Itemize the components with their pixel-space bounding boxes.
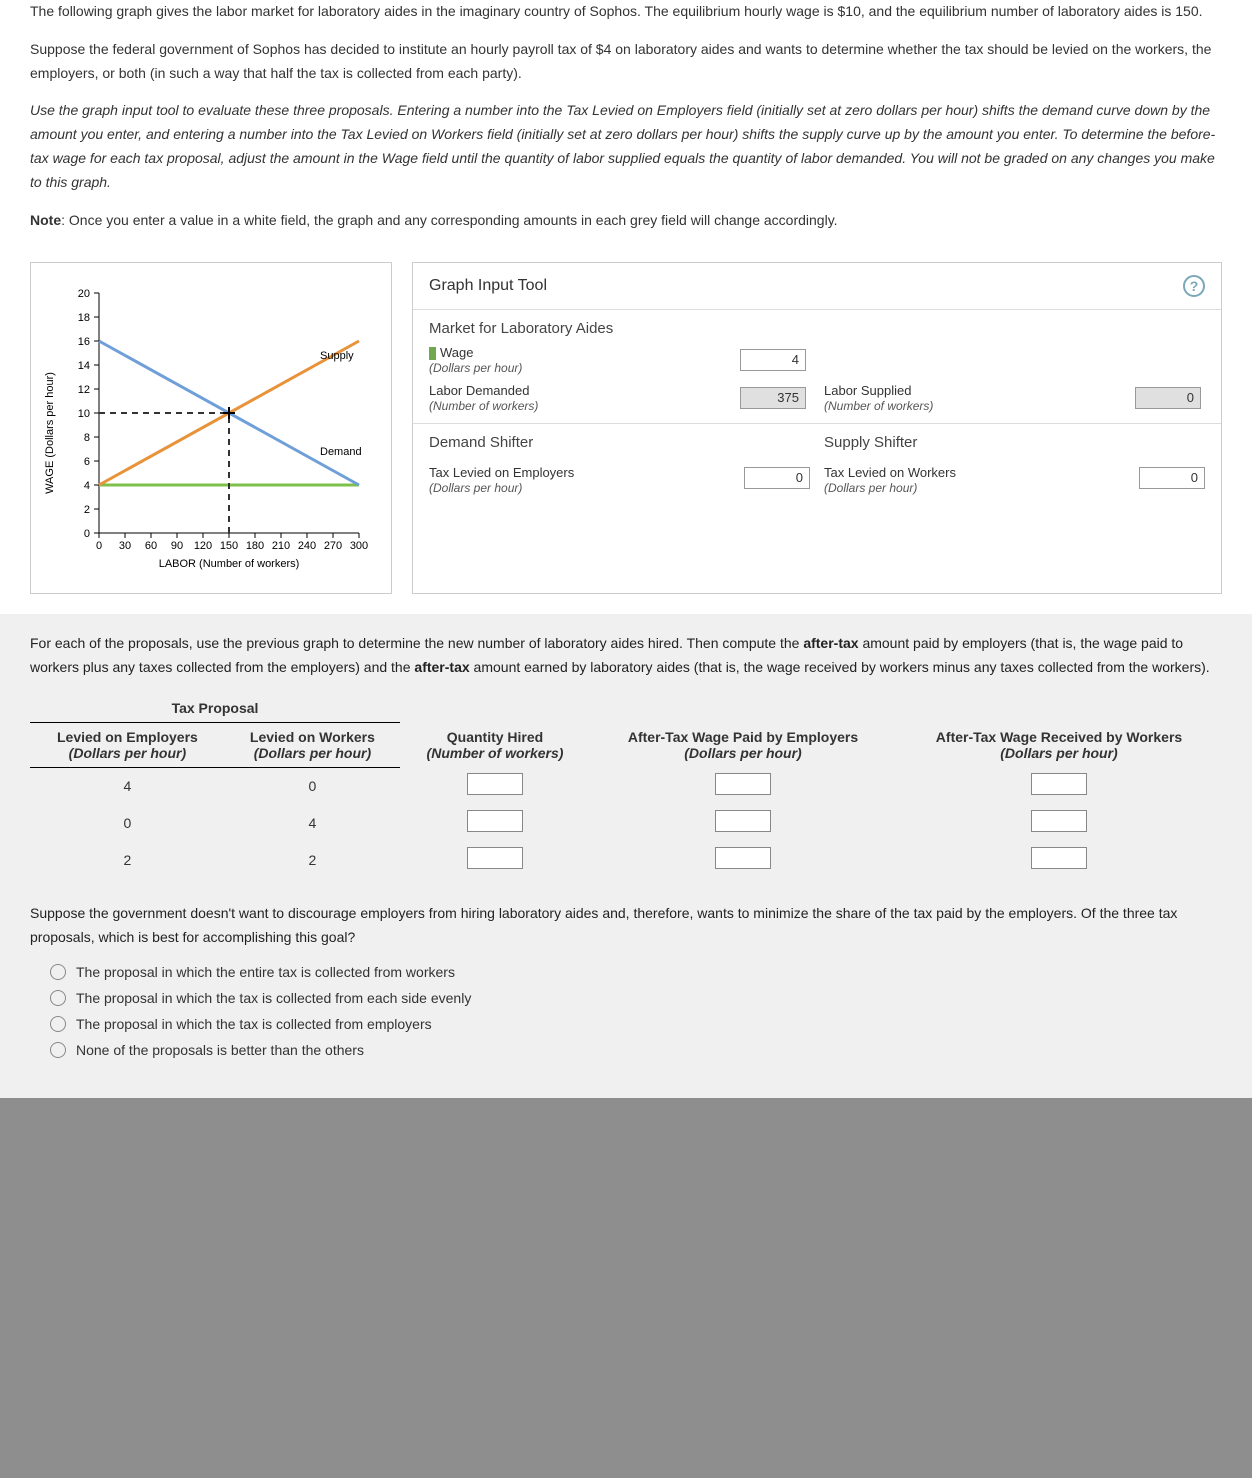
supply-label: Supply [320,350,354,362]
chart-container: WAGE (Dollars per hour) 0306090120150180… [30,262,392,594]
cell-levied-emp: 0 [30,804,225,841]
cell-levied-emp: 4 [30,767,225,804]
x-axis-label: LABOR (Number of workers) [159,558,300,570]
wrk-wage-input[interactable] [1031,810,1087,832]
cell-levied-wrk: 0 [225,767,400,804]
radio-option[interactable]: None of the proposals is better than the… [50,1042,1222,1058]
demand-label: Demand [320,446,362,458]
svg-text:180: 180 [246,540,264,552]
emp-wage-input[interactable] [715,773,771,795]
hdr-wrk: After-Tax Wage Received by Workers (Doll… [896,694,1222,768]
answer-table: Tax Proposal Quantity Hired (Number of w… [30,694,1222,879]
svg-text:4: 4 [84,480,90,492]
table-row: 04 [30,804,1222,841]
svg-text:240: 240 [298,540,316,552]
radio-label: The proposal in which the entire tax is … [76,964,455,980]
intro-note: Note: Once you enter a value in a white … [30,209,1222,233]
panel-title: Graph Input Tool [429,277,547,295]
wrk-wage-input[interactable] [1031,773,1087,795]
panel-subtitle: Market for Laboratory Aides [429,320,1205,337]
intro-p1: The following graph gives the labor mark… [30,0,1222,24]
wage-marker-icon [429,347,436,360]
graph-input-tool-panel: Graph Input Tool ? Market for Laboratory… [412,262,1222,594]
radio-option[interactable]: The proposal in which the tax is collect… [50,990,1222,1006]
svg-text:210: 210 [272,540,290,552]
labor-demanded-label: Labor Demanded (Number of workers) [429,383,726,413]
svg-text:8: 8 [84,432,90,444]
wage-input[interactable]: 4 [740,349,806,371]
radio-icon [50,1016,66,1032]
radio-icon [50,1042,66,1058]
radio-option[interactable]: The proposal in which the entire tax is … [50,964,1222,980]
tax-workers-input[interactable]: 0 [1139,467,1205,489]
note-label: Note [30,212,61,228]
svg-text:60: 60 [145,540,157,552]
svg-text:6: 6 [84,456,90,468]
svg-text:20: 20 [78,288,90,300]
emp-wage-input[interactable] [715,810,771,832]
y-axis-label: WAGE (Dollars per hour) [44,372,56,494]
labor-market-chart[interactable]: WAGE (Dollars per hour) 0306090120150180… [41,283,381,573]
table-row: 22 [30,841,1222,878]
svg-text:120: 120 [194,540,212,552]
intro-p2: Suppose the federal government of Sophos… [30,38,1222,86]
note-text: : Once you enter a value in a white fiel… [61,212,837,228]
labor-supplied-label: Labor Supplied (Number of workers) [824,383,1121,413]
radio-list: The proposal in which the entire tax is … [30,964,1222,1058]
wage-label: Wage (Dollars per hour) [429,345,726,375]
svg-text:14: 14 [78,360,90,372]
radio-label: None of the proposals is better than the… [76,1042,364,1058]
hdr-emp: After-Tax Wage Paid by Employers (Dollar… [590,694,896,768]
radio-icon [50,990,66,1006]
svg-text:90: 90 [171,540,183,552]
grey-p1: For each of the proposals, use the previ… [30,632,1222,680]
tax-workers-label: Tax Levied on Workers (Dollars per hour) [824,465,956,495]
hdr-qty: Quantity Hired (Number of workers) [400,694,590,768]
radio-label: The proposal in which the tax is collect… [76,1016,432,1032]
supply-shifter-title: Supply Shifter [824,434,1205,451]
cell-levied-emp: 2 [30,841,225,878]
wrk-wage-input[interactable] [1031,847,1087,869]
radio-icon [50,964,66,980]
cell-levied-wrk: 2 [225,841,400,878]
q2-text: Suppose the government doesn't want to d… [30,902,1222,950]
svg-text:0: 0 [96,540,102,552]
svg-text:18: 18 [78,312,90,324]
qty-input[interactable] [467,773,523,795]
qty-input[interactable] [467,810,523,832]
svg-text:2: 2 [84,504,90,516]
table-row: 40 [30,767,1222,804]
svg-text:150: 150 [220,540,238,552]
svg-text:300: 300 [350,540,368,552]
help-icon[interactable]: ? [1183,275,1205,297]
tax-employers-input[interactable]: 0 [744,467,810,489]
svg-text:30: 30 [119,540,131,552]
subhdr-wrk: Levied on Workers (Dollars per hour) [225,722,400,767]
radio-option[interactable]: The proposal in which the tax is collect… [50,1016,1222,1032]
question-section: For each of the proposals, use the previ… [0,614,1252,1098]
radio-label: The proposal in which the tax is collect… [76,990,471,1006]
svg-text:12: 12 [78,384,90,396]
intro-p3: Use the graph input tool to evaluate the… [30,99,1222,194]
svg-text:270: 270 [324,540,342,552]
subhdr-emp: Levied on Employers (Dollars per hour) [30,722,225,767]
demand-shifter-title: Demand Shifter [429,434,810,451]
svg-text:0: 0 [84,528,90,540]
cell-levied-wrk: 4 [225,804,400,841]
labor-supplied-value: 0 [1135,387,1201,409]
hdr-tax-proposal: Tax Proposal [30,694,400,723]
svg-text:10: 10 [78,408,90,420]
labor-demanded-value: 375 [740,387,806,409]
tax-employers-label: Tax Levied on Employers (Dollars per hou… [429,465,574,495]
svg-text:16: 16 [78,336,90,348]
emp-wage-input[interactable] [715,847,771,869]
qty-input[interactable] [467,847,523,869]
